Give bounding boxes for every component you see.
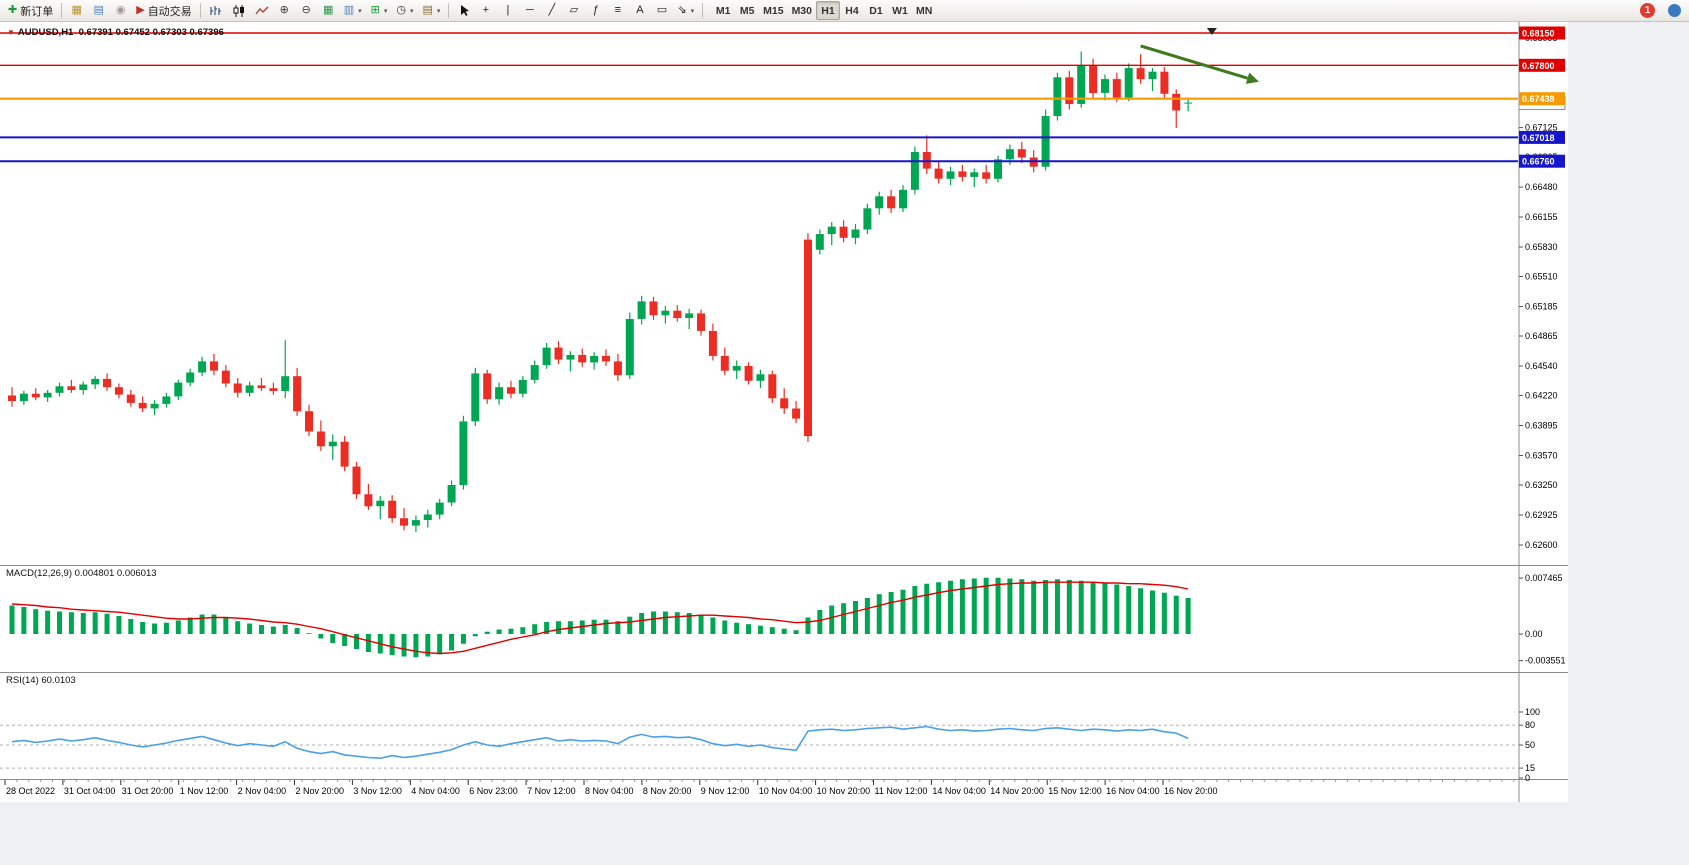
shapes-button[interactable]: ≡ (607, 1, 628, 20)
shapes-icon: ≡ (614, 4, 622, 16)
autotrading-label: 自动交易 (147, 5, 192, 18)
arrows-button[interactable]: ⇘ ▾ (673, 1, 698, 20)
new-order-label: 新订单 (20, 5, 54, 18)
dropdown-arrow-icon: ▾ (690, 7, 695, 15)
label-icon: ▭ (656, 4, 668, 16)
toolbar-separator (199, 3, 201, 18)
text-icon: A (636, 4, 644, 16)
crosshair-button[interactable]: + (475, 1, 496, 20)
chart-area[interactable] (0, 22, 1568, 802)
timeframe-m15-button[interactable]: M15 (759, 1, 787, 20)
new-order-button[interactable]: ✚ 新订单 (4, 1, 57, 20)
dropdown-arrow-icon: ▾ (436, 7, 441, 15)
zoom-in-icon: ⊕ (279, 4, 289, 16)
crosshair-icon: + (482, 4, 490, 16)
timeframe-m5-button[interactable]: M5 (735, 1, 759, 20)
fibonacci-button[interactable]: ƒ (585, 1, 606, 20)
vertical-line-button[interactable]: | (497, 1, 518, 20)
charts-icon: ▦ (71, 4, 82, 16)
horizontal-line-icon: ─ (525, 4, 534, 16)
auto-arrange-icon: ▥ (343, 4, 355, 16)
timeframe-d1-button[interactable]: D1 (864, 1, 888, 20)
line-chart-button[interactable] (251, 1, 273, 20)
main-toolbar: ✚ 新订单 ▦ ▤ ◉ ▶ 自动交易 ⊕ ⊖ ▦ ▥ ▾ ⊞ ▾ ◷ ▾ ▤ ▾ + | ─ ╱ ▱ ƒ ≡ A ▭ ⇘ ▾ M1 M5 M1… (0, 0, 1689, 22)
new-order-icon: ✚ (8, 4, 18, 16)
candlestick-chart-button[interactable] (228, 1, 250, 20)
line-chart-icon (255, 5, 269, 17)
templates-button[interactable]: ▤ ▾ (418, 1, 444, 20)
zoom-out-button[interactable]: ⊖ (296, 1, 317, 20)
bar-chart-icon (209, 5, 223, 17)
zoom-in-button[interactable]: ⊕ (274, 1, 295, 20)
add-indicator-button[interactable]: ⊞ ▾ (367, 1, 392, 20)
dropdown-arrow-icon: ▾ (383, 7, 388, 15)
trendline-button[interactable]: ╱ (541, 1, 562, 20)
cursor-button[interactable] (453, 1, 474, 20)
alerts-button[interactable]: ◉ (110, 1, 131, 20)
profiles-button[interactable]: ▤ (88, 1, 109, 20)
channel-icon: ▱ (569, 4, 579, 16)
rsi-indicator-label: RSI(14) 60.0103 (6, 675, 76, 686)
toolbar-separator (448, 3, 450, 18)
bar-chart-button[interactable] (205, 1, 227, 20)
periods-button[interactable]: ◷ ▾ (392, 1, 417, 20)
trendline-icon: ╱ (548, 4, 556, 16)
auto-arrange-button[interactable]: ▥ ▾ (340, 1, 366, 20)
timeframe-h4-button[interactable]: H4 (840, 1, 864, 20)
chart-title-text: AUDUSD,H1 0.67391 0.67452 0.67303 0.6739… (17, 27, 224, 38)
label-button[interactable]: ▭ (651, 1, 672, 20)
help-button[interactable] (1668, 4, 1681, 17)
arrows-icon: ⇘ (677, 4, 687, 16)
horizontal-line-button[interactable]: ─ (519, 1, 540, 20)
cursor-icon (458, 4, 470, 17)
text-button[interactable]: A (629, 1, 650, 20)
tile-windows-icon: ▦ (322, 4, 334, 16)
autotrading-icon: ▶ (136, 4, 145, 16)
fibonacci-icon: ƒ (592, 4, 599, 16)
zoom-out-icon: ⊖ (301, 4, 311, 16)
dropdown-arrow-icon: ▾ (358, 7, 362, 15)
timeframe-mn-button[interactable]: MN (912, 1, 936, 20)
vertical-line-icon: | (506, 4, 510, 16)
timeframe-h1-button[interactable]: H1 (816, 1, 840, 20)
macd-indicator-label: MACD(12,26,9) 0.004801 0.006013 (6, 568, 157, 579)
channel-button[interactable]: ▱ (563, 1, 584, 20)
periods-icon: ◷ (396, 4, 406, 16)
timeframe-m1-button[interactable]: M1 (711, 1, 735, 20)
chart-title: ▼ AUDUSD,H1 0.67391 0.67452 0.67303 0.673… (7, 27, 224, 38)
notification-badge[interactable]: 1 (1640, 3, 1655, 18)
toolbar-separator (702, 3, 704, 18)
timeframe-group: M1 M5 M15 M30 H1 H4 D1 W1 MN (711, 1, 936, 20)
profiles-icon: ▤ (93, 4, 104, 16)
autotrading-button[interactable]: ▶ 自动交易 (132, 1, 195, 20)
toolbar-separator (61, 3, 63, 18)
candlestick-chart-icon (232, 4, 246, 17)
templates-icon: ▤ (422, 4, 433, 16)
alerts-icon: ◉ (115, 4, 126, 16)
timeframe-m30-button[interactable]: M30 (788, 1, 816, 20)
chart-window-icon: ▼ (7, 28, 15, 37)
charts-button[interactable]: ▦ (66, 1, 87, 20)
timeframe-w1-button[interactable]: W1 (888, 1, 912, 20)
add-indicator-icon: ⊞ (370, 4, 380, 16)
dropdown-arrow-icon: ▾ (409, 7, 414, 15)
tile-windows-button[interactable]: ▦ (318, 1, 339, 20)
